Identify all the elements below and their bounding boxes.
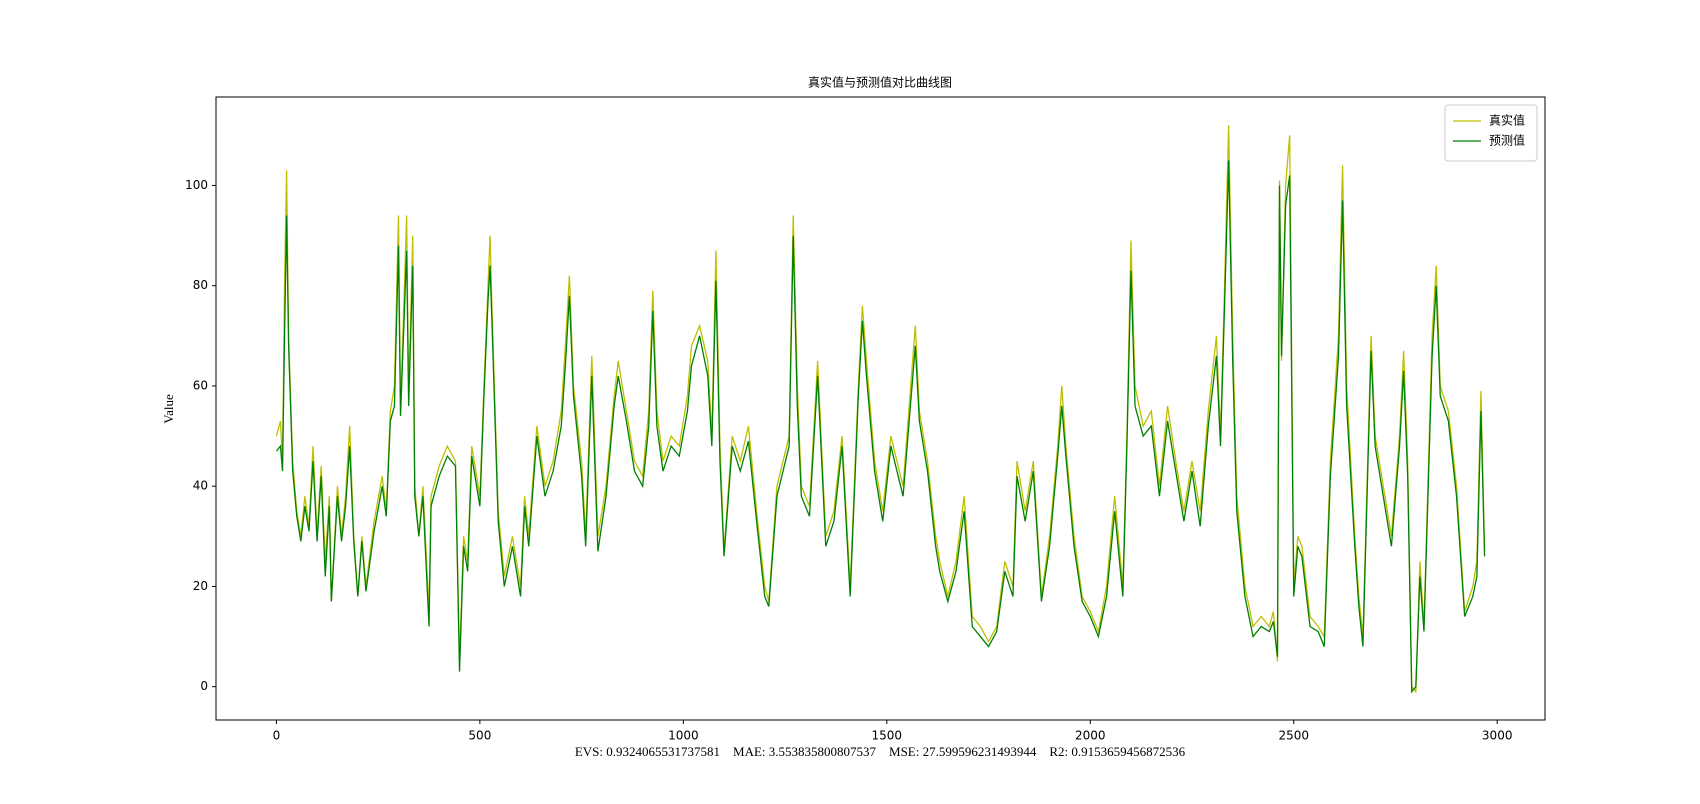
legend-label: 真实值: [1489, 113, 1525, 128]
series-line: [275, 160, 1486, 694]
y-tick-label: 40: [193, 479, 208, 493]
chart-title: 真实值与预测值对比曲线图: [808, 75, 952, 90]
x-tick-label: 2000: [1075, 729, 1106, 743]
legend-box: [1444, 104, 1538, 162]
x-tick-label: 500: [468, 729, 491, 743]
x-tick-label: 2500: [1278, 729, 1309, 743]
legend-label: 预测值: [1489, 133, 1525, 148]
x-tick-label: 0: [273, 729, 281, 743]
y-tick-label: 80: [193, 278, 208, 292]
y-tick-label: 20: [193, 579, 208, 593]
y-tick-label: 100: [185, 178, 208, 192]
x-tick-label: 3000: [1482, 729, 1513, 743]
y-tick-label: 0: [200, 679, 208, 693]
y-axis-label: Value: [161, 394, 176, 424]
x-tick-label: 1000: [668, 729, 699, 743]
y-tick-label: 60: [193, 378, 208, 392]
x-tick-label: 1500: [872, 729, 903, 743]
x-axis-label: EVS: 0.9324065531737581 MAE: 3.553835800…: [575, 744, 1186, 759]
plot-frame: [215, 96, 1546, 721]
